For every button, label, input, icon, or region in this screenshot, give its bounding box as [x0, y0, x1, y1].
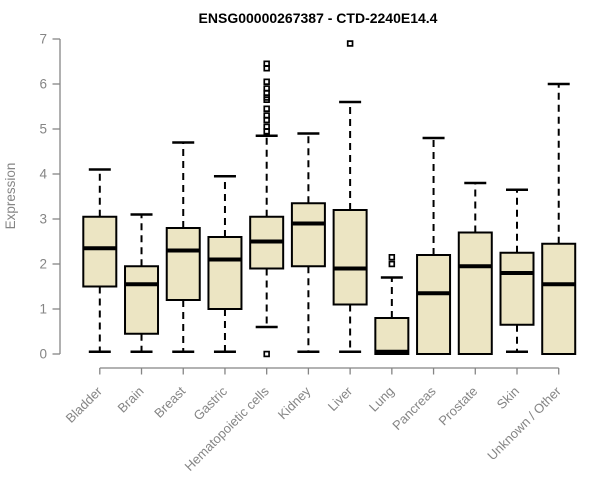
y-tick-label: 6 [39, 77, 47, 92]
x-tick-label-gastric: Gastric [190, 383, 230, 423]
outlier-point [263, 105, 270, 112]
iqr-box [499, 251, 535, 326]
iqr-box [332, 209, 368, 306]
boxplot-prostate [457, 181, 493, 355]
outlier-point [263, 96, 270, 103]
x-tick-label-unknown-other: Unknown / Other [484, 383, 564, 463]
boxplot-kidney [290, 132, 326, 353]
x-tick-label-pancreas: Pancreas [389, 383, 439, 433]
boxplot-brain [124, 213, 160, 353]
iqr-box [457, 231, 493, 355]
outlier-point [263, 128, 270, 135]
outlier-point [263, 350, 270, 358]
iqr-box [374, 317, 410, 355]
y-tick-label: 4 [39, 167, 47, 182]
y-tick-label: 7 [39, 32, 47, 47]
x-tick-label-liver: Liver [325, 383, 356, 414]
y-tick-label: 3 [39, 212, 47, 227]
y-axis-title: Expression [3, 163, 18, 230]
box-series [82, 40, 577, 358]
boxplot-pancreas [416, 136, 452, 355]
boxplot-lung [374, 254, 410, 355]
outlier-point [263, 116, 270, 124]
outlier-point [263, 78, 270, 85]
x-tick-label-lung: Lung [366, 384, 397, 415]
iqr-box [165, 227, 201, 301]
y-tick-label: 2 [39, 257, 47, 272]
iqr-box [82, 215, 118, 288]
x-tick-label-kidney: Kidney [275, 383, 314, 422]
y-tick-label: 0 [39, 347, 47, 362]
boxplot-breast [165, 141, 201, 353]
boxplot-unknown-other [541, 82, 577, 355]
chart-title: ENSG00000267387 - CTD-2240E14.4 [199, 10, 438, 26]
boxplot-skin [499, 188, 535, 353]
outlier-point [346, 40, 354, 47]
iqr-box [207, 236, 243, 310]
outlier-point [388, 260, 396, 268]
boxplot-hematopoietic-cells [249, 60, 285, 358]
iqr-box [541, 242, 577, 355]
outlier-point [263, 64, 270, 72]
iqr-box [290, 202, 326, 268]
x-tick-label-skin: Skin [494, 384, 522, 412]
y-tick-label: 5 [39, 122, 47, 137]
x-tick-label-breast: Breast [151, 383, 188, 420]
y-tick-label: 1 [39, 302, 47, 317]
iqr-box [124, 265, 160, 335]
x-tick-label-brain: Brain [115, 384, 147, 416]
x-tick-label-bladder: Bladder [63, 383, 106, 426]
boxplot-liver [332, 40, 368, 353]
boxplot-bladder [82, 168, 118, 353]
boxplot-gastric [207, 175, 243, 353]
iqr-box [416, 254, 452, 355]
x-tick-label-prostate: Prostate [436, 384, 481, 429]
outlier-point [388, 254, 396, 261]
